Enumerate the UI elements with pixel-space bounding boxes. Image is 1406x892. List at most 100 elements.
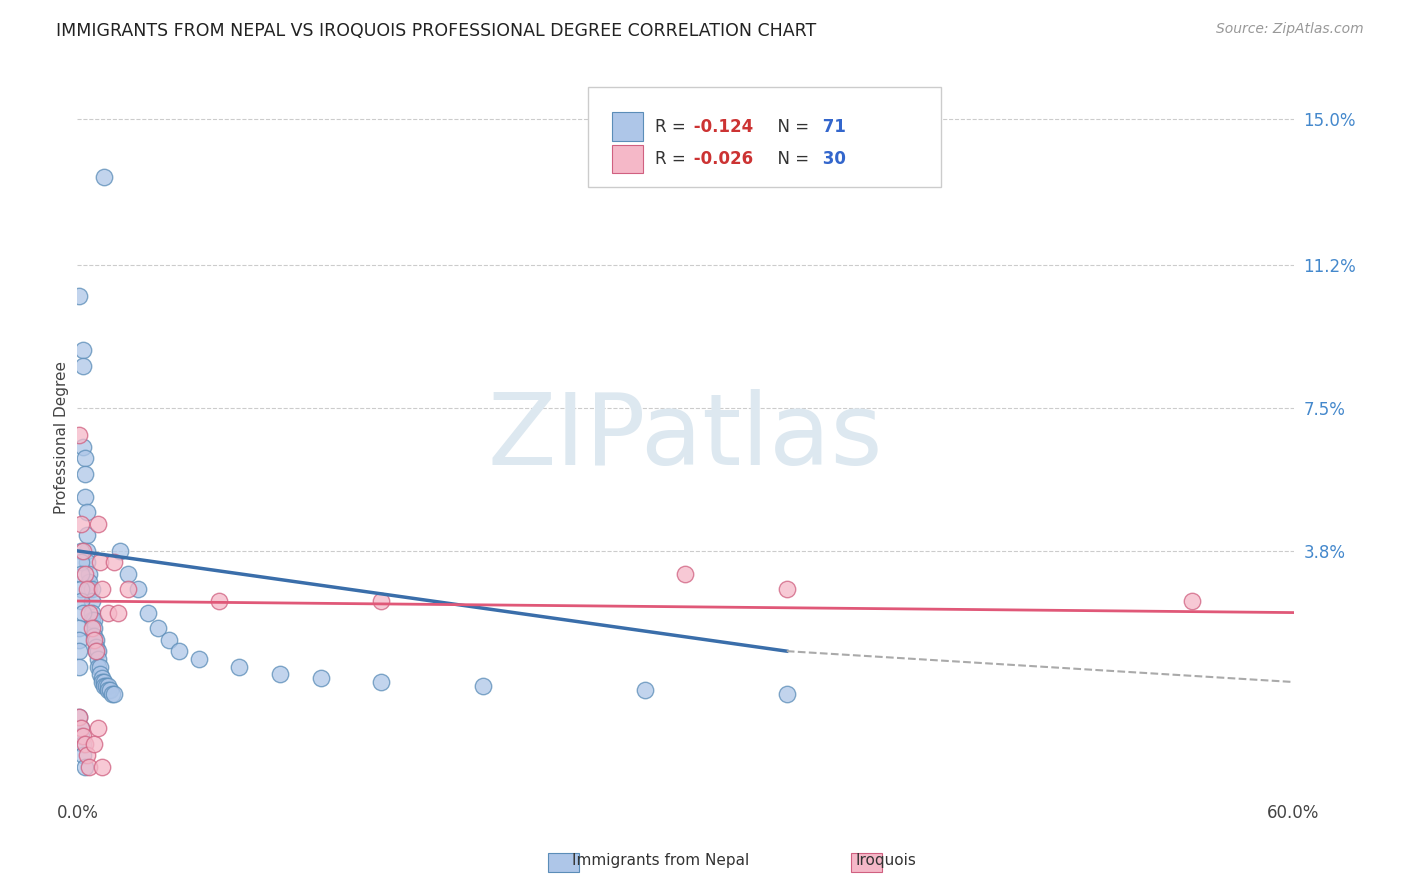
Point: [103, 687, 125, 701]
Point: [76, 556, 98, 570]
Point: [89, 667, 111, 681]
Point: [84, 640, 107, 655]
Point: [776, 687, 799, 701]
Point: [90, 671, 112, 685]
Point: [93, 169, 115, 184]
Point: [90, 582, 112, 597]
Point: [72, 359, 94, 373]
Point: [83, 632, 105, 647]
Point: [97, 679, 120, 693]
Point: [67, 644, 90, 658]
Text: IMMIGRANTS FROM NEPAL VS IROQUOIS PROFESSIONAL DEGREE CORRELATION CHART: IMMIGRANTS FROM NEPAL VS IROQUOIS PROFES…: [56, 22, 817, 40]
Point: [72, 748, 94, 763]
Text: N =: N =: [766, 118, 814, 136]
Point: [117, 582, 139, 597]
Point: [471, 679, 494, 693]
Point: [72, 440, 94, 454]
Point: [97, 606, 120, 620]
Text: Iroquois: Iroquois: [855, 854, 917, 868]
Point: [75, 567, 97, 582]
Bar: [613, 112, 643, 141]
Point: [228, 659, 250, 673]
Point: [93, 675, 115, 690]
Point: [79, 760, 101, 774]
Point: [107, 606, 129, 620]
Point: [94, 679, 117, 693]
Point: [80, 606, 103, 620]
Text: ZIPatlas: ZIPatlas: [488, 389, 883, 485]
Point: [97, 682, 120, 697]
Point: [75, 737, 97, 751]
Bar: [613, 145, 643, 173]
Text: 71: 71: [817, 118, 845, 136]
Point: [70, 544, 93, 558]
Point: [75, 490, 97, 504]
Point: [86, 652, 108, 666]
Point: [67, 428, 90, 442]
Point: [70, 556, 93, 570]
Text: R =: R =: [655, 150, 690, 168]
Point: [776, 582, 799, 597]
Text: Immigrants from Nepal: Immigrants from Nepal: [572, 854, 749, 868]
Text: N =: N =: [766, 150, 814, 168]
Point: [76, 748, 98, 763]
Point: [72, 544, 94, 558]
Point: [98, 682, 121, 697]
Point: [370, 594, 392, 608]
Point: [67, 710, 90, 724]
Point: [269, 667, 291, 681]
Point: [370, 675, 392, 690]
Point: [83, 737, 105, 751]
Point: [79, 574, 101, 589]
Point: [188, 652, 211, 666]
Point: [83, 613, 105, 627]
Point: [84, 644, 107, 658]
Point: [208, 594, 231, 608]
Point: [86, 721, 108, 735]
Point: [84, 644, 107, 658]
Point: [70, 582, 93, 597]
Point: [84, 632, 107, 647]
Point: [75, 760, 97, 774]
Text: Source: ZipAtlas.com: Source: ZipAtlas.com: [1216, 22, 1364, 37]
Point: [157, 632, 180, 647]
Point: [67, 289, 90, 303]
Point: [75, 451, 97, 466]
Point: [136, 606, 159, 620]
Text: -0.026: -0.026: [688, 150, 754, 168]
Point: [67, 632, 90, 647]
Point: [90, 675, 112, 690]
Point: [86, 516, 108, 531]
Point: [117, 567, 139, 582]
Point: [108, 544, 131, 558]
Point: [72, 737, 94, 751]
Point: [1181, 594, 1204, 608]
Point: [86, 644, 108, 658]
Point: [72, 606, 94, 620]
Point: [103, 556, 125, 570]
Point: [127, 582, 149, 597]
Point: [70, 721, 93, 735]
Point: [76, 544, 98, 558]
Point: [79, 567, 101, 582]
Point: [67, 710, 90, 724]
Point: [80, 582, 103, 597]
Text: R =: R =: [655, 118, 690, 136]
Point: [79, 606, 101, 620]
Point: [75, 467, 97, 481]
Point: [80, 621, 103, 635]
Point: [675, 567, 697, 582]
Point: [72, 729, 94, 743]
Point: [76, 528, 98, 542]
Point: [89, 556, 111, 570]
Point: [70, 594, 93, 608]
Point: [80, 613, 103, 627]
FancyBboxPatch shape: [588, 87, 941, 187]
Point: [86, 659, 108, 673]
Point: [148, 621, 170, 635]
Point: [309, 671, 332, 685]
Point: [79, 582, 101, 597]
Point: [634, 682, 657, 697]
Text: 30: 30: [817, 150, 845, 168]
Point: [101, 687, 124, 701]
